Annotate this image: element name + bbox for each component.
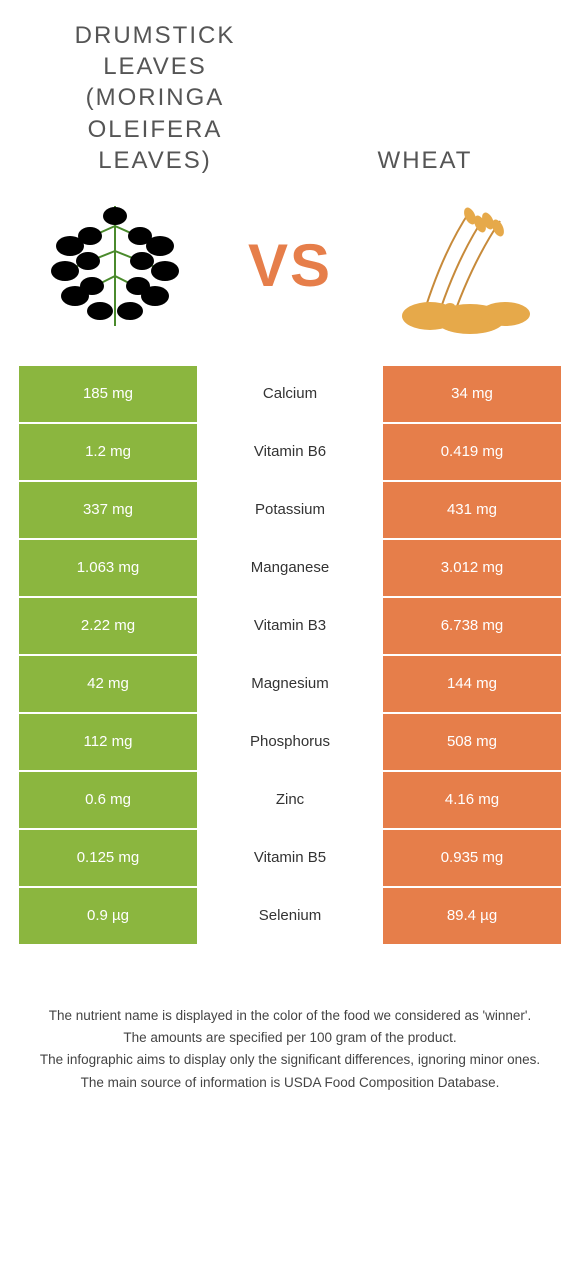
left-value: 185 mg: [19, 366, 199, 424]
right-value: 89.4 µg: [381, 888, 561, 946]
table-row: 2.22 mgVitamin B36.738 mg: [19, 598, 561, 656]
left-value: 42 mg: [19, 656, 199, 714]
nutrient-name: Potassium: [199, 482, 381, 540]
nutrient-name: Calcium: [199, 366, 381, 424]
table-row: 112 mgPhosphorus508 mg: [19, 714, 561, 772]
nutrient-name: Phosphorus: [199, 714, 381, 772]
right-value: 34 mg: [381, 366, 561, 424]
right-food-title: Wheat: [304, 145, 547, 176]
nutrient-name: Vitamin B6: [199, 424, 381, 482]
vs-label: VS: [248, 231, 332, 300]
left-value: 2.22 mg: [19, 598, 199, 656]
nutrient-name: Zinc: [199, 772, 381, 830]
table-row: 337 mgPotassium431 mg: [19, 482, 561, 540]
table-row: 42 mgMagnesium144 mg: [19, 656, 561, 714]
right-value: 431 mg: [381, 482, 561, 540]
right-value: 4.16 mg: [381, 772, 561, 830]
right-value: 6.738 mg: [381, 598, 561, 656]
table-row: 0.9 µgSelenium89.4 µg: [19, 888, 561, 946]
nutrient-name: Vitamin B5: [199, 830, 381, 888]
right-value: 144 mg: [381, 656, 561, 714]
nutrient-table: 185 mgCalcium34 mg1.2 mgVitamin B60.419 …: [19, 366, 561, 946]
header: Drumstick leaves (Moringa oleifera leave…: [0, 0, 580, 186]
left-value: 0.125 mg: [19, 830, 199, 888]
table-row: 0.125 mgVitamin B50.935 mg: [19, 830, 561, 888]
left-value: 0.9 µg: [19, 888, 199, 946]
right-value: 508 mg: [381, 714, 561, 772]
nutrient-name: Manganese: [199, 540, 381, 598]
left-value: 1.063 mg: [19, 540, 199, 598]
footer-line: The nutrient name is displayed in the co…: [20, 1006, 560, 1026]
right-value: 0.935 mg: [381, 830, 561, 888]
left-value: 112 mg: [19, 714, 199, 772]
table-row: 185 mgCalcium34 mg: [19, 366, 561, 424]
table-row: 0.6 mgZinc4.16 mg: [19, 772, 561, 830]
nutrient-name: Magnesium: [199, 656, 381, 714]
left-value: 337 mg: [19, 482, 199, 540]
footer-line: The main source of information is USDA F…: [20, 1073, 560, 1093]
table-row: 1.063 mgManganese3.012 mg: [19, 540, 561, 598]
footer: The nutrient name is displayed in the co…: [0, 946, 580, 1135]
images-row: VS: [0, 186, 580, 366]
left-value: 1.2 mg: [19, 424, 199, 482]
footer-line: The infographic aims to display only the…: [20, 1050, 560, 1070]
table-row: 1.2 mgVitamin B60.419 mg: [19, 424, 561, 482]
footer-line: The amounts are specified per 100 gram o…: [20, 1028, 560, 1048]
right-value: 0.419 mg: [381, 424, 561, 482]
left-value: 0.6 mg: [19, 772, 199, 830]
moringa-leaves-icon: [30, 196, 200, 336]
left-food-title: Drumstick leaves (Moringa oleifera leave…: [34, 20, 277, 176]
right-value: 3.012 mg: [381, 540, 561, 598]
wheat-grains-icon: [380, 196, 550, 336]
nutrient-name: Vitamin B3: [199, 598, 381, 656]
nutrient-name: Selenium: [199, 888, 381, 946]
